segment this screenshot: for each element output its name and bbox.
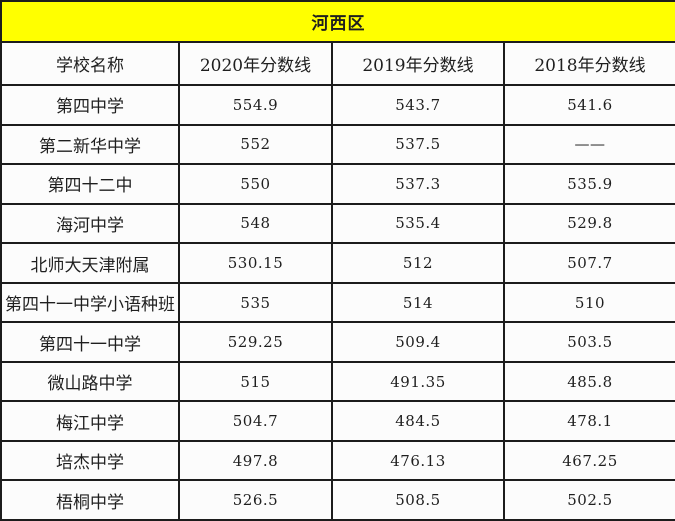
- score-2020-cell: 515: [178, 360, 333, 403]
- score-2018-cell: 478.1: [503, 400, 675, 442]
- score-2020-cell: 497.8: [178, 439, 333, 482]
- score-2018-cell: 502.5: [503, 479, 675, 521]
- score-2020-cell: 535: [178, 281, 333, 324]
- table-row: 培杰中学 497.8 476.13 467.25: [0, 439, 675, 482]
- score-2019-cell: 514: [331, 281, 505, 324]
- table-row: 梅江中学 504.7 484.5 478.1: [0, 400, 675, 442]
- table-row: 第四十一中学小语种班 535 514 510: [0, 281, 675, 324]
- score-2018-cell: ——: [503, 123, 675, 166]
- score-2019-cell: 509.4: [331, 321, 505, 363]
- school-name-cell: 培杰中学: [0, 439, 180, 482]
- score-2020-cell: 529.25: [178, 321, 333, 363]
- score-2018-cell: 535.9: [503, 163, 675, 205]
- school-name-cell: 北师大天津附属: [0, 242, 180, 284]
- score-2018-cell: 541.6: [503, 84, 675, 126]
- school-name-cell: 第四十一中学小语种班: [0, 281, 180, 324]
- table-title: 河西区: [0, 0, 675, 43]
- score-2020-cell: 550: [178, 163, 333, 205]
- title-row: 河西区: [0, 0, 675, 43]
- school-name-cell: 第四十二中: [0, 163, 180, 205]
- score-2020-cell: 504.7: [178, 400, 333, 442]
- score-2019-cell: 535.4: [331, 202, 505, 245]
- school-name-cell: 海河中学: [0, 202, 180, 245]
- score-2020-cell: 526.5: [178, 479, 333, 521]
- score-2019-cell: 491.35: [331, 360, 505, 403]
- score-2019-cell: 484.5: [331, 400, 505, 442]
- score-2019-cell: 537.3: [331, 163, 505, 205]
- school-name-cell: 第二新华中学: [0, 123, 180, 166]
- header-row: 学校名称 2020年分数线 2019年分数线 2018年分数线: [0, 40, 675, 87]
- score-2019-cell: 476.13: [331, 439, 505, 482]
- column-header-2020: 2020年分数线: [178, 40, 333, 87]
- score-2018-cell: 529.8: [503, 202, 675, 245]
- table-row: 北师大天津附属 530.15 512 507.7: [0, 242, 675, 284]
- school-name-cell: 梧桐中学: [0, 479, 180, 521]
- score-2020-cell: 548: [178, 202, 333, 245]
- score-2018-cell: 467.25: [503, 439, 675, 482]
- table-row: 第二新华中学 552 537.5 ——: [0, 123, 675, 166]
- score-2020-cell: 554.9: [178, 84, 333, 126]
- column-header-2018: 2018年分数线: [503, 40, 675, 87]
- table-row: 第四十二中 550 537.3 535.9: [0, 163, 675, 205]
- table-row: 微山路中学 515 491.35 485.8: [0, 360, 675, 403]
- table-row: 第四中学 554.9 543.7 541.6: [0, 84, 675, 126]
- score-2019-cell: 537.5: [331, 123, 505, 166]
- score-2019-cell: 508.5: [331, 479, 505, 521]
- score-2020-cell: 530.15: [178, 242, 333, 284]
- score-2020-cell: 552: [178, 123, 333, 166]
- score-2018-cell: 503.5: [503, 321, 675, 363]
- school-name-cell: 第四中学: [0, 84, 180, 126]
- table-row: 梧桐中学 526.5 508.5 502.5: [0, 479, 675, 521]
- table-row: 第四十一中学 529.25 509.4 503.5: [0, 321, 675, 363]
- column-header-school-name: 学校名称: [0, 40, 180, 87]
- score-2018-cell: 485.8: [503, 360, 675, 403]
- school-name-cell: 微山路中学: [0, 360, 180, 403]
- score-2018-cell: 507.7: [503, 242, 675, 284]
- school-name-cell: 梅江中学: [0, 400, 180, 442]
- score-2019-cell: 512: [331, 242, 505, 284]
- score-2019-cell: 543.7: [331, 84, 505, 126]
- table-row: 海河中学 548 535.4 529.8: [0, 202, 675, 245]
- column-header-2019: 2019年分数线: [331, 40, 505, 87]
- score-2018-cell: 510: [503, 281, 675, 324]
- school-name-cell: 第四十一中学: [0, 321, 180, 363]
